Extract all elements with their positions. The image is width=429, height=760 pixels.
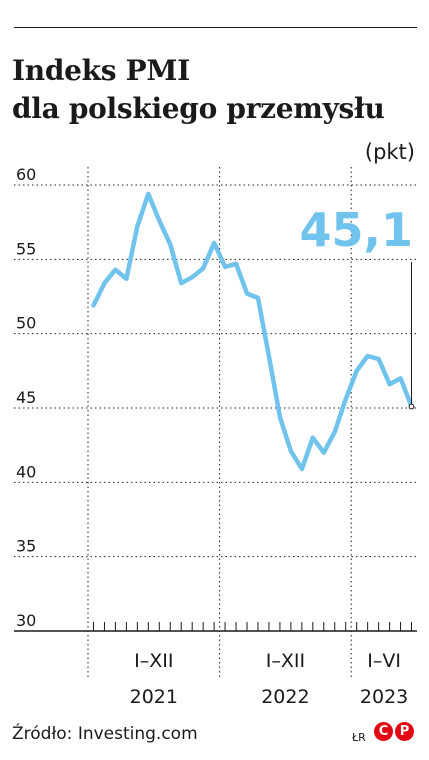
y-tick-label: 60 [16,165,36,184]
data-point [388,383,391,386]
data-point [322,451,325,454]
y-tick-label: 50 [16,314,36,333]
data-point [245,292,249,295]
data-point [289,449,293,453]
data-point [147,192,150,196]
data-point [92,304,95,307]
logo-circle-right: P [395,722,414,741]
series-line [91,191,414,472]
source-label: Źródło: Investing.com [12,724,198,744]
y-tick-label: 55 [16,239,36,258]
data-point [212,241,216,245]
data-point [311,436,315,439]
data-point [180,281,183,285]
data-point [103,281,106,285]
y-tick-label: 30 [16,611,36,630]
data-point [136,225,139,228]
unit-label: (pkt) [364,140,415,164]
y-tick-label: 45 [16,388,36,407]
y-tick-label: 35 [16,537,36,556]
logo-circle-left: C [374,722,393,741]
data-point [377,357,380,361]
data-point [169,243,172,246]
data-point [223,265,227,268]
chart-title-line-2: dla polskiego przemysłu [12,92,385,125]
publisher-logo: C P [374,722,414,741]
highlight-value-label: 45,1 [300,203,414,257]
data-point [344,397,347,401]
data-point [333,430,336,433]
x-year-label: 2023 [360,686,408,708]
chart-title-line-1: Indeks PMI [12,54,190,87]
data-point [278,415,282,419]
data-point [256,296,260,300]
data-point [201,267,205,270]
data-point [190,275,194,279]
x-period-label: I–VI [367,650,401,672]
data-point [399,377,402,380]
y-tick-label: 40 [16,462,36,481]
data-point [158,219,161,222]
data-point [267,354,271,358]
top-rule [14,27,417,28]
data-point [366,354,369,358]
chart-title: Indeks PMI dla polskiego przemysłu [12,52,385,128]
x-period-label: I–XII [134,650,173,672]
author-credit: ŁR [352,731,366,744]
data-point [114,268,117,271]
data-point [355,369,358,373]
x-period-label: I–XII [266,650,305,672]
data-point [125,277,128,280]
highlight-point [408,403,415,410]
data-point [234,262,238,265]
data-point [300,467,304,471]
x-year-label: 2021 [130,686,178,708]
x-year-label: 2022 [261,686,309,708]
